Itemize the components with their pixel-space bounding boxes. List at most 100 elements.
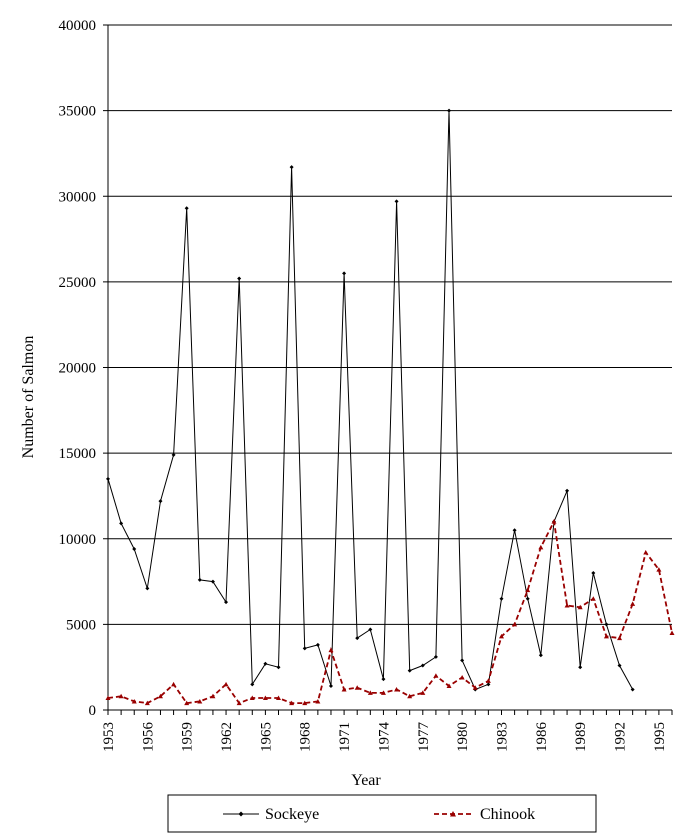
y-tick-label: 20000 [59, 361, 97, 377]
data-point [223, 681, 229, 687]
data-point [315, 642, 320, 647]
data-point [603, 633, 609, 639]
legend: Sockeye Chinook [167, 794, 597, 833]
data-point [525, 587, 531, 593]
data-point [525, 596, 530, 601]
data-point [315, 698, 321, 704]
data-point [486, 682, 491, 687]
data-point [669, 630, 675, 635]
series-chinook [105, 518, 675, 706]
x-tick-label: 1992 [613, 722, 629, 752]
data-point [367, 690, 373, 695]
data-point [263, 661, 268, 666]
x-tick-label: 1953 [101, 722, 117, 752]
data-point [498, 633, 504, 639]
x-tick-label: 1956 [140, 722, 156, 753]
data-point [197, 577, 202, 582]
data-point [643, 549, 649, 555]
y-tick-label: 15000 [59, 446, 97, 462]
data-point [420, 663, 425, 668]
data-point [354, 685, 360, 690]
data-point [328, 647, 334, 653]
legend-chinook-label: Chinook [480, 806, 535, 823]
data-point [460, 658, 465, 663]
data-point [341, 686, 347, 692]
data-point [355, 636, 360, 641]
data-point [119, 521, 124, 526]
x-axis-title: Year [351, 772, 381, 789]
data-point [446, 683, 452, 689]
data-point [591, 571, 596, 575]
x-tick-label: 1977 [416, 722, 432, 753]
data-point [289, 700, 295, 706]
legend-chinook-marker [450, 811, 456, 817]
data-point [394, 199, 399, 204]
data-point [158, 499, 163, 504]
data-point [630, 601, 636, 606]
data-point [564, 603, 570, 608]
data-point [250, 682, 255, 687]
data-point [577, 604, 583, 610]
x-tick-label: 1965 [258, 722, 274, 752]
data-point [105, 695, 111, 701]
data-point [145, 586, 150, 591]
data-point [236, 700, 242, 706]
x-tick-label: 1983 [494, 722, 510, 752]
data-point [210, 693, 216, 699]
data-point [538, 544, 544, 550]
y-tick-label: 5000 [66, 617, 96, 633]
data-point [578, 665, 583, 670]
data-point [604, 622, 609, 627]
data-point [656, 567, 662, 572]
data-point [512, 528, 517, 533]
data-point [302, 700, 308, 706]
x-axis-tick-labels: 1953 1956 1959 1962 1965 1968 1971 1974 1977 1980… [101, 722, 668, 753]
x-tick-label: 1968 [298, 722, 314, 752]
data-point [407, 668, 412, 673]
data-point [551, 519, 557, 524]
data-point [184, 206, 189, 211]
y-axis-title: Number of Salmon [20, 336, 37, 459]
data-point [459, 674, 465, 680]
data-point [262, 695, 268, 701]
x-tick-label: 1986 [534, 722, 550, 753]
x-tick-label: 1974 [376, 722, 392, 753]
data-point [485, 678, 491, 683]
data-point [368, 627, 373, 632]
data-point [433, 673, 439, 678]
series-layer [105, 108, 675, 706]
data-point [249, 695, 255, 701]
legend-sockeye-label: Sockeye [265, 806, 319, 823]
data-point [328, 684, 333, 689]
data-point [538, 653, 543, 658]
x-tick-label: 1995 [652, 722, 668, 752]
y-tick-label: 35000 [59, 104, 97, 120]
x-tick-label: 1962 [219, 722, 235, 752]
y-tick-label: 40000 [59, 18, 97, 34]
data-point [224, 600, 229, 605]
data-point [381, 677, 386, 682]
axes [103, 24, 673, 715]
data-point [420, 690, 426, 695]
data-point [380, 690, 386, 695]
x-tick-label: 1959 [180, 722, 196, 752]
x-tick-label: 1989 [573, 722, 589, 752]
data-point [106, 476, 110, 481]
data-point [590, 596, 596, 601]
data-point [617, 635, 623, 641]
data-point [276, 695, 282, 701]
data-point [433, 654, 438, 659]
series-line-chinook [107, 518, 673, 705]
data-point [394, 686, 400, 692]
data-point [132, 547, 137, 552]
data-point [342, 271, 347, 276]
x-tick-label: 1971 [337, 722, 353, 752]
data-point [447, 108, 452, 113]
data-point [276, 665, 281, 670]
x-tick-label: 1980 [455, 722, 471, 752]
data-point [630, 687, 635, 692]
data-point [617, 663, 622, 668]
data-point [131, 698, 137, 704]
gridlines [108, 24, 672, 625]
